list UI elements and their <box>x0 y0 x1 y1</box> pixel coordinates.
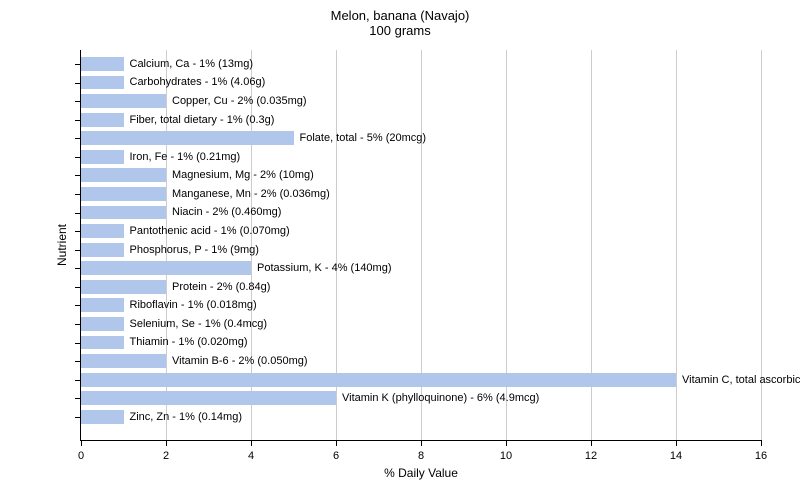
bar <box>81 206 166 220</box>
bar-label: Selenium, Se - 1% (0.4mcg) <box>124 317 268 331</box>
chart-titles: Melon, banana (Navajo) 100 grams <box>0 8 800 38</box>
chart-title-line2: 100 grams <box>0 23 800 38</box>
bar <box>81 373 676 387</box>
bar <box>81 94 166 108</box>
bar <box>81 224 124 238</box>
plot-area: Nutrient % Daily Value 0246810121416 Cal… <box>80 50 761 441</box>
x-tick-label: 12 <box>585 450 597 462</box>
bar-label: Calcium, Ca - 1% (13mg) <box>124 57 253 71</box>
nutrient-chart: Melon, banana (Navajo) 100 grams Nutrien… <box>0 0 800 500</box>
x-tick <box>591 440 592 446</box>
x-tick <box>251 440 252 446</box>
bar-label: Carbohydrates - 1% (4.06g) <box>124 76 266 90</box>
bar <box>81 336 124 350</box>
bar-label: Potassium, K - 4% (140mg) <box>251 261 392 275</box>
x-tick <box>761 440 762 446</box>
bars-container: Calcium, Ca - 1% (13mg) Carbohydrates - 1… <box>81 50 761 440</box>
x-tick-label: 6 <box>333 450 339 462</box>
bar <box>81 391 336 405</box>
chart-title-line1: Melon, banana (Navajo) <box>0 8 800 23</box>
bar-label: Fiber, total dietary - 1% (0.3g) <box>124 113 275 127</box>
bar <box>81 354 166 368</box>
x-tick-label: 4 <box>248 450 254 462</box>
bar <box>81 76 124 90</box>
bar-label: Vitamin B-6 - 2% (0.050mg) <box>166 354 308 368</box>
bar-label: Manganese, Mn - 2% (0.036mg) <box>166 187 330 201</box>
y-axis-label: Nutrient <box>55 224 69 266</box>
bar <box>81 298 124 312</box>
bar <box>81 113 124 127</box>
x-tick <box>166 440 167 446</box>
bar <box>81 131 294 145</box>
x-tick <box>676 440 677 446</box>
bar <box>81 243 124 257</box>
bar-label: Zinc, Zn - 1% (0.14mg) <box>124 410 242 424</box>
x-tick-label: 0 <box>78 450 84 462</box>
bar-label: Niacin - 2% (0.460mg) <box>166 206 281 220</box>
bar <box>81 187 166 201</box>
x-tick <box>81 440 82 446</box>
bar-label: Folate, total - 5% (20mcg) <box>294 131 427 145</box>
bar-label: Phosphorus, P - 1% (9mg) <box>124 243 259 257</box>
bar <box>81 261 251 275</box>
x-tick-label: 2 <box>163 450 169 462</box>
bar <box>81 57 124 71</box>
x-tick-label: 16 <box>755 450 767 462</box>
bar-label: Protein - 2% (0.84g) <box>166 280 270 294</box>
bar-label: Copper, Cu - 2% (0.035mg) <box>166 94 307 108</box>
bar <box>81 168 166 182</box>
x-tick-label: 10 <box>500 450 512 462</box>
x-tick <box>336 440 337 446</box>
bar-label: Thiamin - 1% (0.020mg) <box>124 336 248 350</box>
x-tick-label: 8 <box>418 450 424 462</box>
x-axis-label: % Daily Value <box>384 466 458 480</box>
bar <box>81 410 124 424</box>
bar-label: Pantothenic acid - 1% (0.070mg) <box>124 224 290 238</box>
bar-label: Vitamin K (phylloquinone) - 6% (4.9mcg) <box>336 391 539 405</box>
bar <box>81 280 166 294</box>
x-tick <box>421 440 422 446</box>
x-tick-label: 14 <box>670 450 682 462</box>
bar <box>81 150 124 164</box>
bar-label: Magnesium, Mg - 2% (10mg) <box>166 168 314 182</box>
bar-label: Riboflavin - 1% (0.018mg) <box>124 298 257 312</box>
x-tick <box>506 440 507 446</box>
bar <box>81 317 124 331</box>
bar-label: Vitamin C, total ascorbic acid - 14% (8.… <box>676 373 800 387</box>
bar-label: Iron, Fe - 1% (0.21mg) <box>124 150 241 164</box>
